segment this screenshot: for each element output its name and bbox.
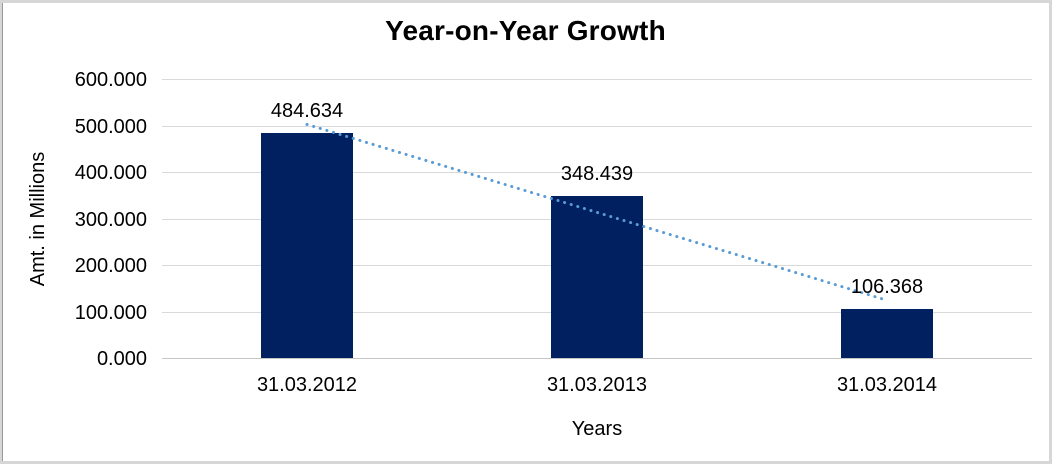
x-axis-tick-label: 31.03.2012 <box>256 374 358 396</box>
y-axis-tick-label: 600.000 <box>74 69 147 91</box>
x-axis-line <box>162 357 1032 359</box>
data-label: 106.368 <box>850 275 924 298</box>
y-axis-tick-label: 400.000 <box>74 162 147 184</box>
y-axis-tick-label: 100.000 <box>74 301 147 324</box>
bar <box>551 196 643 358</box>
y-axis-tick-label: 500.000 <box>74 115 147 138</box>
x-axis-tick-label: 31.03.2014 <box>836 374 938 396</box>
x-axis-tick-label: 31.03.2013 <box>546 374 648 396</box>
x-axis-title: Years <box>571 418 623 440</box>
bar <box>841 308 933 358</box>
y-axis-tick-label: 0.000 <box>96 348 147 370</box>
gridline <box>162 79 1032 80</box>
data-label: 484.634 <box>270 99 344 122</box>
chart-title: Year-on-Year Growth <box>385 15 666 46</box>
gridline <box>162 125 1032 127</box>
y-axis-tick-label: 200.000 <box>74 255 147 277</box>
data-label: 348.439 <box>560 163 634 185</box>
bar <box>261 132 353 358</box>
y-axis-tick-label: 300.000 <box>74 208 147 231</box>
